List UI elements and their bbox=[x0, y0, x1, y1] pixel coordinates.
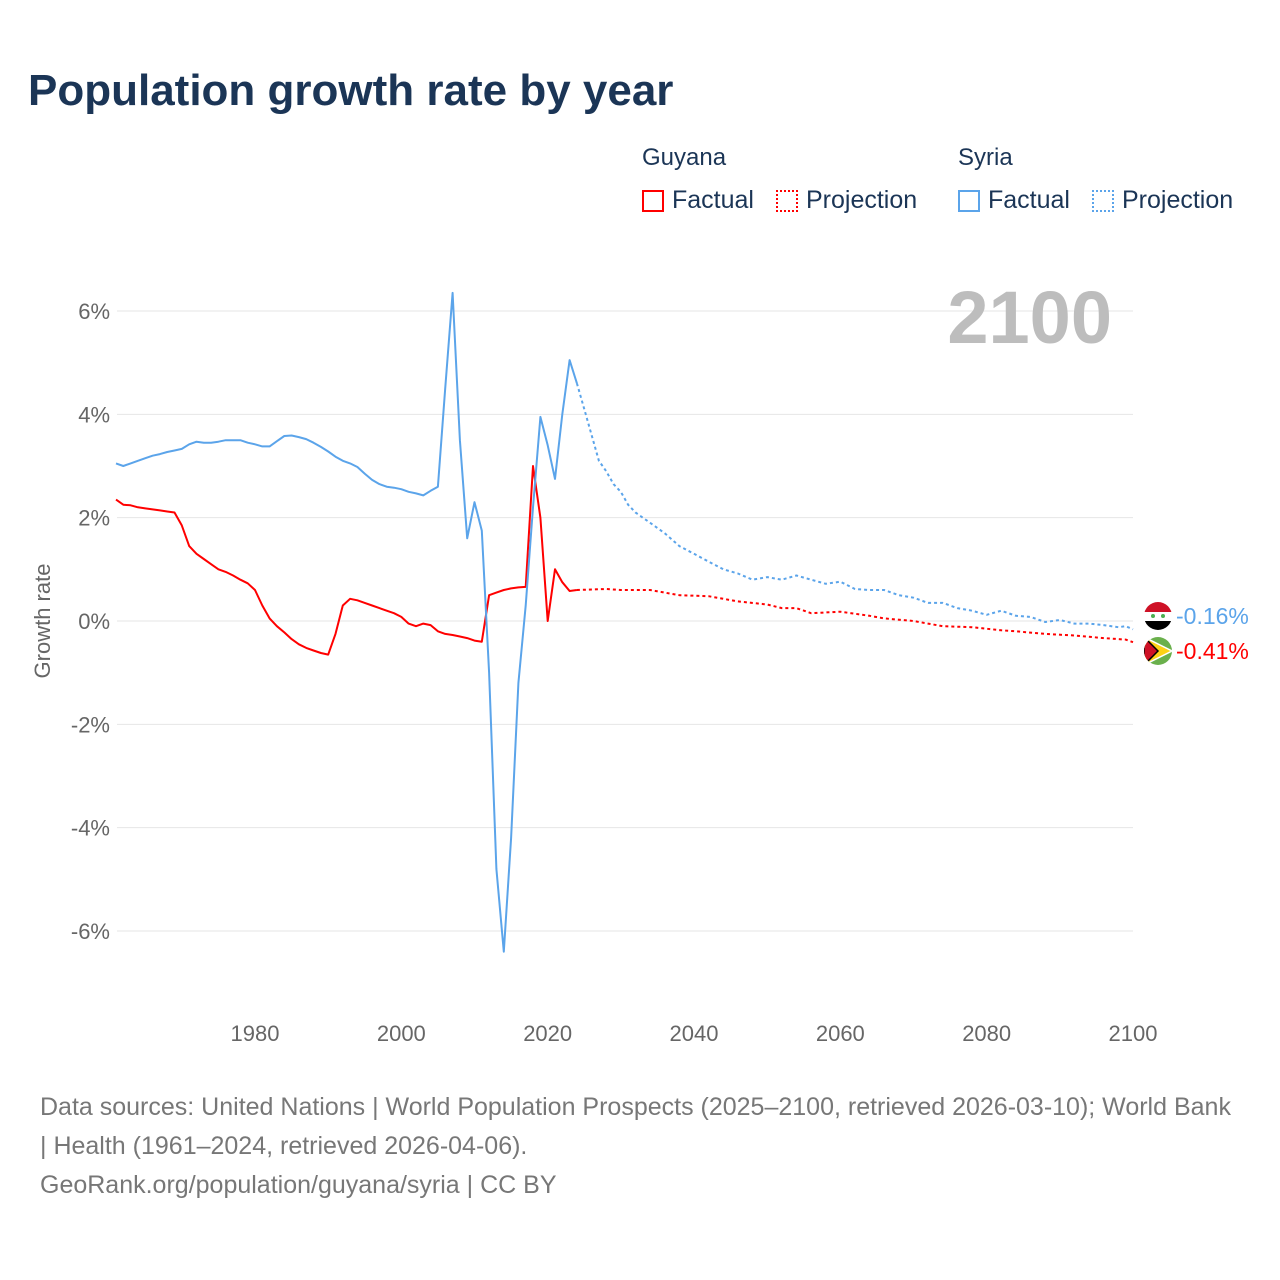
y-axis-label: Growth rate bbox=[30, 564, 55, 679]
y-tick-label: -4% bbox=[71, 816, 110, 841]
legend-group-guyana: Guyana bbox=[642, 144, 727, 171]
data-sources: Data sources: United Nations | World Pop… bbox=[40, 1093, 1231, 1160]
x-tick-label: 2060 bbox=[816, 1021, 865, 1046]
legend-syria-factual[interactable]: Factual bbox=[958, 186, 1070, 215]
legend-label: Projection bbox=[1122, 186, 1234, 214]
x-tick-label: 2100 bbox=[1109, 1021, 1158, 1046]
guyana-factual-line bbox=[115, 465, 578, 656]
legend-swatch-solid bbox=[958, 189, 980, 212]
x-tick-label: 2020 bbox=[523, 1021, 572, 1046]
syria-flag-icon bbox=[1144, 602, 1172, 630]
syria-projection-line bbox=[575, 383, 1134, 631]
y-tick-label: -6% bbox=[71, 919, 110, 944]
legend-swatch-solid bbox=[642, 189, 664, 212]
legend-label: Projection bbox=[806, 186, 918, 214]
x-tick-label: 2000 bbox=[377, 1021, 426, 1046]
legend-guyana-projection[interactable]: Projection bbox=[776, 186, 917, 215]
guyana-flag-icon bbox=[1144, 637, 1172, 665]
legend-label: Factual bbox=[988, 186, 1070, 214]
footer: Data sources: United Nations | World Pop… bbox=[40, 1088, 1240, 1205]
legend-guyana-factual[interactable]: Factual bbox=[642, 186, 754, 215]
year-watermark: 2100 bbox=[947, 276, 1112, 359]
legend-swatch-dotted bbox=[776, 189, 798, 212]
end-value-label: -0.16% bbox=[1176, 603, 1249, 629]
y-tick-label: 4% bbox=[78, 402, 110, 427]
x-tick-label: 2040 bbox=[670, 1021, 719, 1046]
y-tick-label: 6% bbox=[78, 299, 110, 324]
legend-swatch-dotted bbox=[1092, 189, 1114, 212]
y-tick-label: -2% bbox=[71, 712, 110, 737]
x-tick-label: 1980 bbox=[231, 1021, 280, 1046]
syria-factual-line bbox=[115, 291, 578, 953]
credit-link[interactable]: GeoRank.org/population/guyana/syria | CC… bbox=[40, 1171, 557, 1199]
y-tick-label: 0% bbox=[78, 609, 110, 634]
legend-label: Factual bbox=[672, 186, 754, 214]
chart-title: Population growth rate by year bbox=[28, 66, 674, 115]
end-value-label: -0.41% bbox=[1176, 638, 1249, 664]
y-tick-label: 2% bbox=[78, 506, 110, 531]
legend-syria-projection[interactable]: Projection bbox=[1092, 186, 1233, 215]
guyana-projection-line bbox=[576, 588, 1134, 644]
x-tick-label: 2080 bbox=[962, 1021, 1011, 1046]
legend-group-syria: Syria bbox=[958, 144, 1013, 171]
